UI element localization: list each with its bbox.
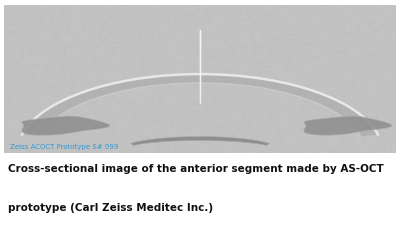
Polygon shape bbox=[130, 137, 270, 145]
Text: Zeiss ACOCT Prototype S# 099: Zeiss ACOCT Prototype S# 099 bbox=[10, 144, 118, 150]
Text: prototype (Carl Zeiss Meditec Inc.): prototype (Carl Zeiss Meditec Inc.) bbox=[8, 203, 213, 213]
Polygon shape bbox=[22, 116, 110, 135]
Polygon shape bbox=[304, 116, 392, 135]
Polygon shape bbox=[22, 74, 378, 136]
Text: Cross-sectional image of the anterior segment made by AS-OCT: Cross-sectional image of the anterior se… bbox=[8, 164, 384, 174]
